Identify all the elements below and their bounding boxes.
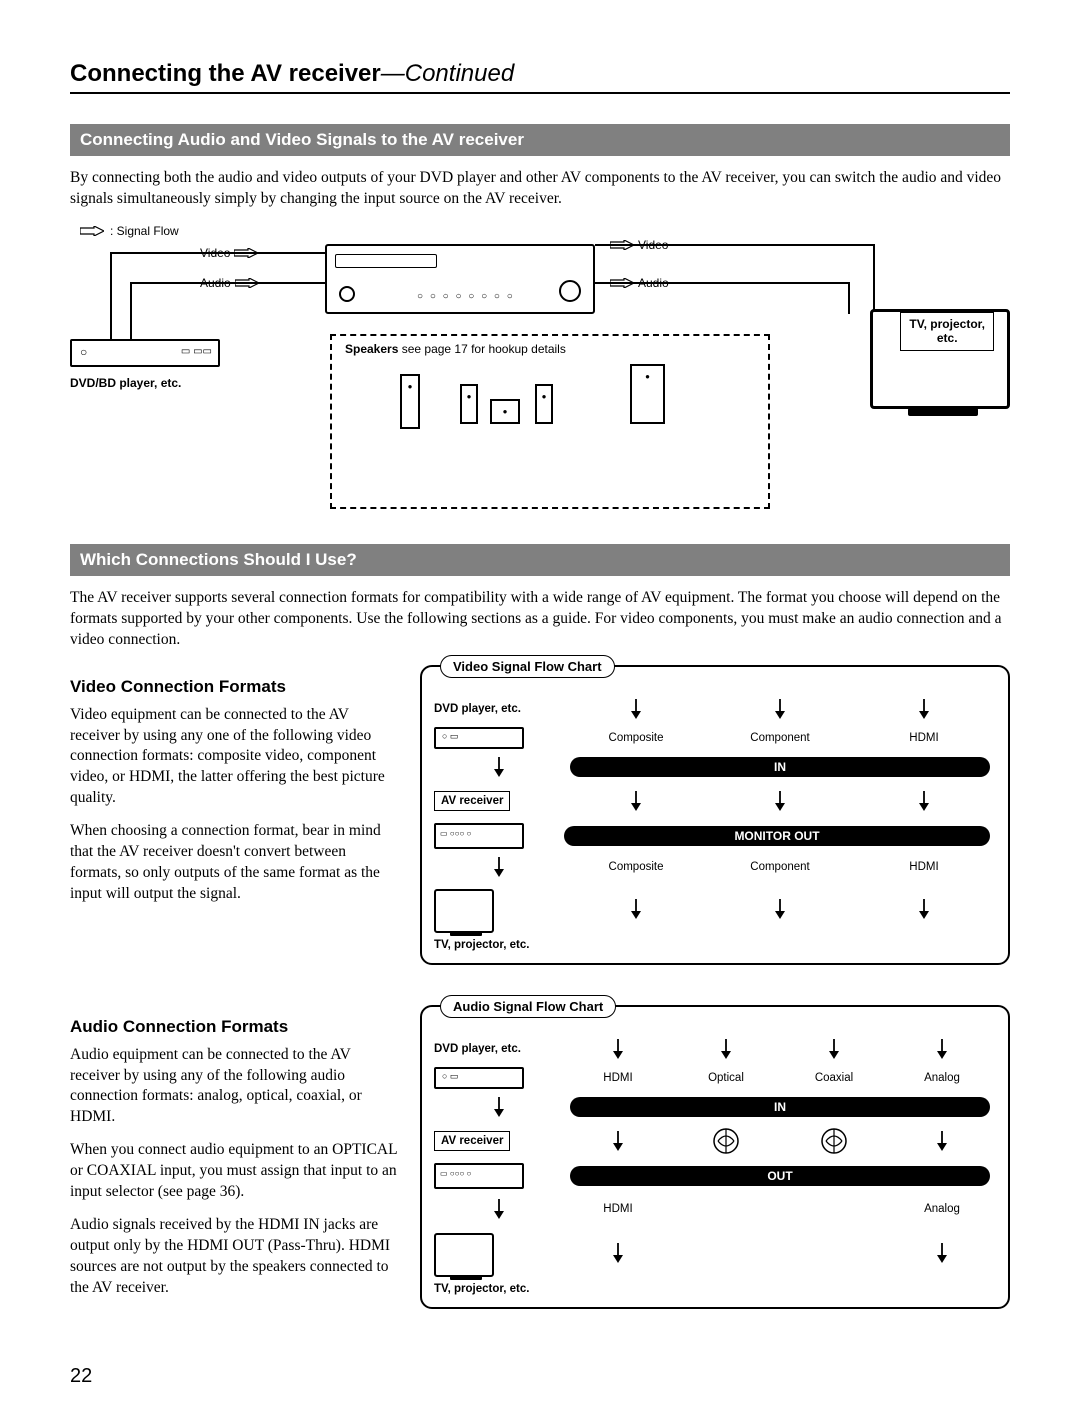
video-flow-title: Video Signal Flow Chart bbox=[440, 655, 615, 678]
legend-text: : Signal Flow bbox=[110, 224, 179, 238]
audio-col-coaxial: Coaxial bbox=[780, 1072, 888, 1084]
video-out-composite: Composite bbox=[564, 861, 708, 873]
tv-small-icon bbox=[434, 889, 494, 933]
dvd-label: DVD/BD player, etc. bbox=[70, 376, 181, 390]
audio-subhead: Audio Connection Formats bbox=[70, 1017, 400, 1037]
speaker-icon bbox=[535, 384, 553, 424]
page-title-continued: —Continued bbox=[381, 60, 514, 87]
down-arrow-icon bbox=[719, 1039, 733, 1059]
in-pill: IN bbox=[570, 1097, 990, 1117]
down-arrow-icon bbox=[773, 791, 787, 811]
down-arrow-icon bbox=[611, 1131, 625, 1151]
speaker-icon bbox=[400, 374, 420, 429]
in-pill: IN bbox=[570, 757, 990, 777]
audio-dst-label: TV, projector, etc. bbox=[434, 1283, 996, 1295]
audio-flow-chart: Audio Signal Flow Chart DVD player, etc.… bbox=[420, 1005, 1010, 1309]
audio-out-blank bbox=[780, 1195, 888, 1223]
video-para1: Video equipment can be connected to the … bbox=[70, 705, 400, 810]
down-arrow-icon bbox=[492, 857, 506, 877]
page-title: Connecting the AV receiver—Continued bbox=[70, 60, 1010, 94]
down-arrow-icon bbox=[492, 1199, 506, 1219]
dvd-player-graphic bbox=[70, 339, 220, 367]
dvd-small-icon bbox=[434, 1067, 524, 1089]
video-col-hdmi: HDMI bbox=[852, 732, 996, 744]
audio-para1: Audio equipment can be connected to the … bbox=[70, 1045, 400, 1129]
receiver-small-icon bbox=[434, 823, 524, 849]
audio-para3: Audio signals received by the HDMI IN ja… bbox=[70, 1215, 400, 1299]
page-number: 22 bbox=[70, 1365, 1010, 1388]
mix-node-icon bbox=[820, 1127, 848, 1155]
section2-intro: The AV receiver supports several connect… bbox=[70, 588, 1010, 651]
av-receiver-label: AV receiver bbox=[434, 1131, 510, 1151]
video-para2: When choosing a connection format, bear … bbox=[70, 821, 400, 905]
video-dst-label: TV, projector, etc. bbox=[434, 939, 996, 951]
video-col-composite: Composite bbox=[564, 732, 708, 744]
av-receiver-label: AV receiver bbox=[434, 791, 510, 811]
down-arrow-icon bbox=[629, 899, 643, 919]
out-pill: OUT bbox=[570, 1166, 990, 1186]
down-arrow-icon bbox=[492, 757, 506, 777]
video-flow-chart: Video Signal Flow Chart DVD player, etc.… bbox=[420, 665, 1010, 965]
down-arrow-icon bbox=[773, 699, 787, 719]
audio-para2: When you connect audio equipment to an O… bbox=[70, 1140, 400, 1203]
down-arrow-icon bbox=[611, 1243, 625, 1263]
tv-label: TV, projector, etc. bbox=[900, 312, 994, 351]
speaker-icon bbox=[630, 364, 665, 424]
down-arrow-icon bbox=[917, 699, 931, 719]
audio-col-optical: Optical bbox=[672, 1072, 780, 1084]
down-arrow-icon bbox=[773, 899, 787, 919]
flow-arrow-icon bbox=[80, 226, 104, 236]
audio-col-hdmi: HDMI bbox=[564, 1072, 672, 1084]
down-arrow-icon bbox=[935, 1039, 949, 1059]
mix-node-icon bbox=[712, 1127, 740, 1155]
down-arrow-icon bbox=[935, 1243, 949, 1263]
down-arrow-icon bbox=[917, 899, 931, 919]
audio-flow-title: Audio Signal Flow Chart bbox=[440, 995, 616, 1018]
dvd-small-icon bbox=[434, 727, 524, 749]
audio-col-analog: Analog bbox=[888, 1072, 996, 1084]
down-arrow-icon bbox=[935, 1131, 949, 1151]
video-out-hdmi: HDMI bbox=[852, 861, 996, 873]
signal-flow-diagram: : Signal Flow Video Audio Video Audio DV… bbox=[70, 224, 1010, 514]
section-bar-connecting: Connecting Audio and Video Signals to th… bbox=[70, 124, 1010, 156]
av-receiver-graphic bbox=[325, 244, 595, 314]
down-arrow-icon bbox=[827, 1039, 841, 1059]
video-col-component: Component bbox=[708, 732, 852, 744]
speaker-icon bbox=[490, 399, 520, 424]
down-arrow-icon bbox=[611, 1039, 625, 1059]
page-title-main: Connecting the AV receiver bbox=[70, 60, 381, 87]
audio-out-hdmi: HDMI bbox=[564, 1203, 672, 1215]
down-arrow-icon bbox=[917, 791, 931, 811]
monitor-out-pill: MONITOR OUT bbox=[564, 826, 990, 846]
down-arrow-icon bbox=[629, 791, 643, 811]
speakers-label: Speakers see page 17 for hookup details bbox=[345, 342, 566, 356]
down-arrow-icon bbox=[629, 699, 643, 719]
section-bar-which: Which Connections Should I Use? bbox=[70, 544, 1010, 576]
tv-small-icon bbox=[434, 1233, 494, 1277]
receiver-small-icon bbox=[434, 1163, 524, 1189]
section1-paragraph: By connecting both the audio and video o… bbox=[70, 168, 1010, 210]
video-out-component: Component bbox=[708, 861, 852, 873]
audio-src-label: DVD player, etc. bbox=[434, 1043, 564, 1055]
down-arrow-icon bbox=[492, 1097, 506, 1117]
audio-out-blank bbox=[672, 1195, 780, 1223]
speaker-icon bbox=[460, 384, 478, 424]
video-src-label: DVD player, etc. bbox=[434, 703, 564, 715]
video-subhead: Video Connection Formats bbox=[70, 677, 400, 697]
audio-out-analog: Analog bbox=[888, 1203, 996, 1215]
